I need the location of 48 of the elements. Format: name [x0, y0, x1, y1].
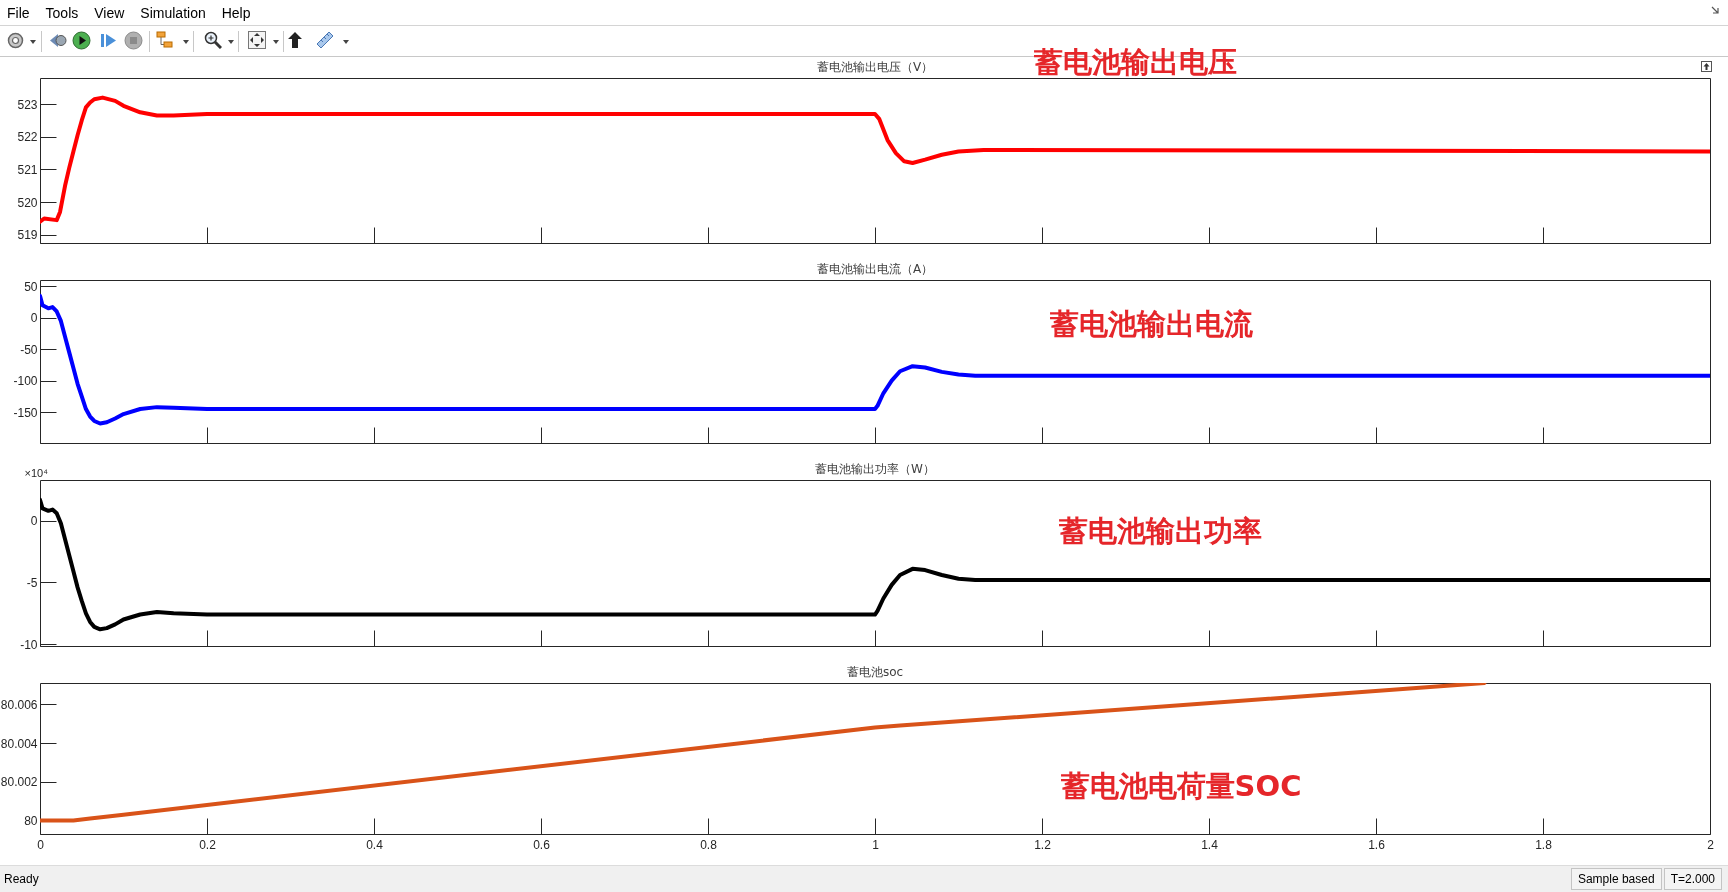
text: File — [7, 4, 30, 21]
y-tick-label: 523 — [17, 97, 38, 112]
y-tick-label: -5 — [26, 575, 38, 590]
y-tick-label: -50 — [20, 342, 38, 357]
text: Ready — [4, 872, 39, 886]
y-tick-label: -150 — [13, 405, 38, 420]
chart-title: 蓄电池输出电压（V） — [816, 60, 934, 74]
chart-title: 蓄电池输出功率（W） — [815, 462, 935, 476]
y-tick-label: 521 — [17, 162, 38, 177]
y-tick-label: 0 — [30, 311, 38, 326]
x-tick-label: 1.4 — [1201, 837, 1219, 852]
y-tick-label: 0 — [30, 514, 38, 529]
annotation: 蓄电池输出电压 — [1032, 45, 1237, 79]
text: Help — [221, 4, 251, 21]
text: T=2.000 — [1663, 868, 1722, 890]
x-tick-label: 0.8 — [700, 837, 718, 852]
x-tick-label: 1.8 — [1535, 837, 1553, 852]
line-series — [40, 293, 1710, 426]
chart-title: 蓄电池soc — [846, 665, 904, 679]
chart-title: 蓄电池输出电流（A） — [816, 262, 934, 276]
x-tick-label: 0.6 — [533, 837, 551, 852]
text: Sample based — [1570, 868, 1662, 890]
x-tick-label: 1.6 — [1368, 837, 1386, 852]
line-series — [40, 683, 1487, 823]
y-tick-label: 522 — [17, 130, 38, 145]
y-tick-label: 520 — [17, 195, 38, 210]
text: Simulation — [140, 4, 206, 21]
x-tick-label: 0.4 — [366, 837, 384, 852]
text: Tools — [45, 4, 79, 21]
annotation: 蓄电池电荷量SOC — [1059, 769, 1302, 803]
annotation: 蓄电池输出功率 — [1057, 514, 1262, 548]
x-tick-label: 2 — [1707, 837, 1715, 852]
line-series — [40, 497, 1710, 632]
y-tick-label: 80.006 — [0, 697, 38, 712]
y-axis-title: ×10⁴ — [24, 466, 49, 479]
y-tick-label: 80.004 — [0, 736, 38, 751]
line-series — [40, 95, 1710, 224]
y-tick-label: -10 — [20, 637, 38, 652]
x-tick-label: 1 — [872, 837, 880, 852]
y-tick-label: 519 — [17, 228, 38, 243]
text: View — [94, 4, 125, 21]
y-tick-label: 50 — [24, 279, 38, 294]
y-tick-label: 80.002 — [0, 775, 38, 790]
x-tick-label: 1.2 — [1034, 837, 1052, 852]
y-tick-label: -100 — [13, 374, 38, 389]
annotation: 蓄电池输出电流 — [1048, 307, 1254, 341]
x-tick-label: 0.2 — [199, 837, 217, 852]
y-tick-label: 80 — [24, 813, 38, 828]
